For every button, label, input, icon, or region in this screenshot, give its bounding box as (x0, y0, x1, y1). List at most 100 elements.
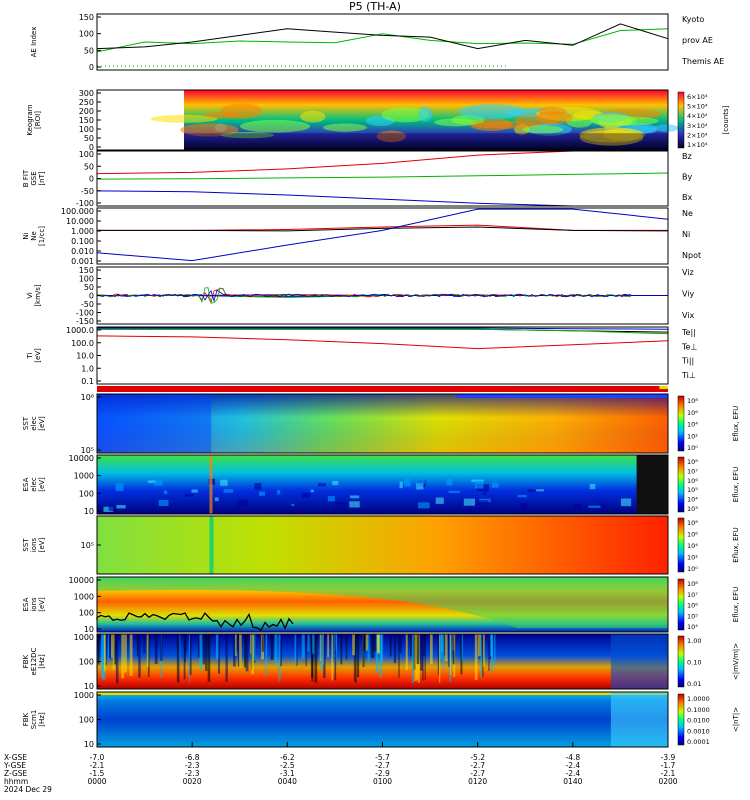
fbk-e-streak (424, 634, 426, 680)
y-tick-label: 10⁶ (81, 393, 94, 402)
fbk-e-streak (367, 634, 370, 662)
colorbar-tick-label: 10⁸ (687, 580, 698, 588)
page-title: P5 (TH-A) (349, 0, 401, 13)
colorbar-label: [counts] (722, 105, 730, 134)
fbk-e-streak (296, 634, 298, 666)
y-tick-label: 10 (84, 507, 94, 516)
x-tick-label: -6.2 (280, 753, 295, 762)
fbk-e-streak (137, 634, 139, 657)
esa-elec-speck (291, 503, 295, 507)
panel-sst_e: 10⁶ 10⁵ SST elec [eV] 10⁸ 10⁶ 10⁴ 10² 10⁰ Eflux, E… (22, 393, 740, 455)
colorbar-tick-label: 0.1000 (687, 706, 710, 714)
esa-elec-speck (349, 501, 360, 508)
fbk-e-streak (331, 634, 334, 681)
fbk-e-streak (250, 634, 252, 654)
fbk-e-streak (176, 634, 179, 683)
legend-entry: Themis AE (681, 57, 724, 66)
y-tick-label: 100 (79, 150, 94, 159)
esa-elec-speck (184, 493, 194, 497)
fbk-e-streak (215, 634, 219, 660)
y-tick-label: -150 (76, 317, 94, 326)
status-bar-red (97, 386, 660, 389)
keogram-blob (323, 123, 367, 132)
colorbar-tick-label: 10⁰ (687, 444, 698, 452)
x-tick-label: -2.7 (470, 769, 485, 778)
y-axis-label: SST (22, 538, 30, 552)
fbk-e-streak (205, 634, 208, 672)
y-axis-label: [eV] (38, 537, 46, 552)
y-tick-label: 100 (79, 125, 94, 134)
legend-entry: Te⊥ (681, 342, 697, 351)
fbk-e-streak (225, 634, 228, 682)
fbk-e-streak (245, 634, 249, 672)
fbk-e-streak (365, 634, 368, 651)
esa-elec-speck (482, 492, 486, 496)
x-tick-label: -2.7 (375, 761, 390, 770)
panel-bfield: 100 50 0 -50 -100 B FIT GSE [nT] Bz By Bx (22, 150, 692, 208)
y-axis-label: [1/cc] (38, 226, 46, 246)
keogram-blob (458, 104, 526, 120)
colorbar-tick-label: 10⁶ (687, 409, 698, 417)
keogram-blob (653, 124, 679, 132)
fbk-e-streak (345, 634, 348, 660)
y-axis-label: Scm1 (30, 710, 38, 730)
fbk-e-streak (494, 634, 496, 666)
y-tick-label: 1000 (74, 472, 94, 481)
fbk-e-streak (105, 634, 107, 666)
colorbar-tick-label: 10⁴ (687, 496, 698, 504)
y-tick-label: 50 (84, 134, 94, 143)
y-axis-label: Ne (30, 231, 38, 241)
fbk-e-streak (115, 634, 119, 684)
sst-ions-spike (209, 516, 214, 574)
esa-elec-dark (636, 455, 668, 514)
legend-entry: By (682, 173, 692, 182)
esa-elec-speck (349, 495, 360, 499)
esa-elec-speck (158, 499, 169, 507)
esa-elec-speck (332, 480, 339, 486)
fbk-b-image (97, 692, 668, 747)
y-tick-label: 1000 (74, 592, 94, 601)
esa-elec-speck (115, 483, 124, 491)
esa-elec-speck (477, 500, 489, 505)
y-tick-label: 0.010 (71, 247, 94, 256)
fbk-e-streak (112, 634, 115, 670)
esa-elec-speck (416, 483, 424, 490)
fbk-e-streak (207, 634, 211, 682)
fbk-e-streak (322, 634, 324, 665)
fbk-e-streak (419, 634, 423, 671)
colorbar-label: <|mV/m|> (732, 643, 740, 680)
esa-elec-speck (517, 494, 527, 498)
y-tick-label: 0 (89, 143, 94, 152)
sst-elec-shade (97, 394, 668, 453)
esa-elec-speck (163, 490, 168, 495)
fbk-e-streak (179, 634, 181, 664)
y-axis-label: Ni (22, 232, 30, 239)
y-axis-label: [Hz] (38, 654, 46, 669)
fbk-e-streak (373, 634, 377, 652)
esa-elec-speck (220, 479, 228, 486)
y-axis-label: Keogram (26, 104, 34, 135)
panel-temperature: 1000.0 100.0 10.0 1.0 0.1 Ti [eV] Te|| Te⊥ Ti|| Ti… (26, 326, 697, 386)
fbk-e-streak (307, 634, 310, 652)
series-line-Bx (96, 190, 668, 207)
y-axis-label: eE12DC (30, 647, 38, 675)
colorbar-tick-label: 10⁶ (687, 531, 698, 539)
y-tick-label: 100 (79, 609, 94, 618)
x-tick-label: -2.1 (90, 761, 105, 770)
colorbar-label: Eflux, EFU (732, 467, 740, 502)
colorbar-tick-label: 10⁷ (687, 591, 698, 599)
x-tick-label: -2.3 (185, 769, 200, 778)
colorbar (677, 91, 685, 149)
y-tick-label: 100.000 (61, 207, 94, 216)
fbk-e-streak (411, 634, 414, 683)
colorbar-tick-label: 10⁰ (687, 565, 698, 573)
y-tick-label: 1000 (74, 633, 94, 642)
y-tick-label: 50 (84, 283, 94, 292)
series-line-By (96, 172, 669, 180)
esa-elec-speck (471, 479, 484, 483)
y-tick-label: 100 (79, 658, 94, 667)
colorbar (677, 693, 685, 746)
colorbar-label: Eflux, EFU (732, 587, 740, 622)
esa-elec-spike (209, 455, 213, 514)
x-tick-label: 0140 (563, 777, 582, 786)
